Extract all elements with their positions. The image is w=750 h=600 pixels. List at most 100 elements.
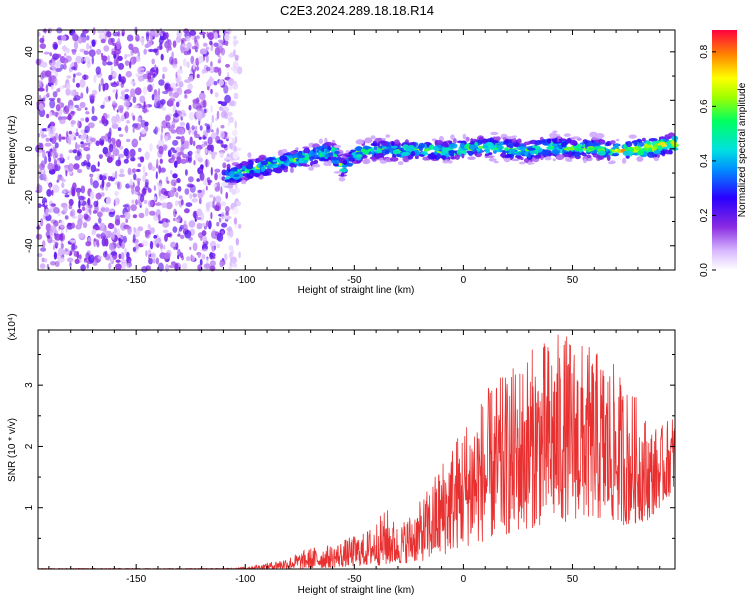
signal-blob: [318, 138, 323, 144]
noise-blob: [189, 193, 193, 200]
signal-blob: [460, 151, 466, 154]
noise-blob: [80, 134, 86, 141]
signal-blob: [607, 161, 615, 165]
signal-blob: [495, 136, 501, 141]
noise-blob: [95, 192, 102, 200]
noise-blob: [54, 233, 62, 241]
noise-blob: [52, 111, 59, 116]
signal-blob: [385, 134, 391, 138]
noise-blob: [215, 117, 218, 121]
noise-blob: [196, 148, 201, 155]
signal-blob: [340, 172, 344, 177]
noise-blob: [143, 48, 147, 55]
noise-blob: [207, 32, 215, 41]
signal-blob: [226, 163, 231, 170]
noise-blob: [98, 33, 105, 40]
signal-blob: [595, 133, 605, 139]
noise-blob: [71, 222, 75, 229]
noise-blob: [179, 121, 186, 127]
signal-blob: [290, 167, 294, 174]
signal-blob: [489, 157, 494, 162]
signal-blob: [473, 150, 478, 156]
noise-blob: [74, 104, 80, 108]
noise-blob: [160, 133, 163, 141]
signal-blob: [324, 141, 333, 147]
noise-blob: [66, 47, 70, 54]
signal-blob: [454, 153, 460, 160]
noise-blob: [68, 67, 71, 73]
noise-blob: [159, 36, 165, 40]
signal-blob: [635, 147, 642, 150]
noise-blob: [115, 159, 122, 167]
noise-blob: [43, 51, 50, 55]
noise-blob: [85, 207, 89, 215]
noise-blob: [196, 66, 200, 71]
noise-blob: [55, 104, 61, 112]
signal-blob: [298, 154, 306, 159]
noise-blob: [72, 215, 77, 220]
signal-blob: [581, 152, 587, 157]
noise-blob: [141, 266, 148, 273]
noise-blob: [232, 129, 238, 136]
signal-blob: [606, 154, 611, 161]
noise-blob: [147, 249, 152, 255]
signal-blob: [298, 158, 304, 164]
noise-blob: [184, 229, 192, 239]
signal-blob: [623, 143, 627, 149]
noise-blob: [164, 83, 169, 90]
noise-blob: [114, 45, 117, 51]
noise-blob: [123, 212, 131, 220]
noise-blob: [45, 137, 50, 142]
noise-blob: [91, 115, 98, 122]
noise-blob: [78, 195, 85, 201]
noise-blob: [49, 225, 57, 234]
noise-blob: [144, 179, 149, 187]
noise-blob: [165, 121, 171, 129]
noise-blob: [77, 214, 84, 220]
signal-blob: [513, 143, 520, 148]
noise-blob: [181, 255, 184, 261]
noise-blob: [101, 237, 107, 247]
noise-blob: [197, 56, 204, 64]
noise-blob: [83, 56, 91, 63]
noise-blob: [156, 45, 163, 51]
noise-blob: [113, 71, 117, 77]
noise-blob: [87, 199, 90, 205]
noise-blob: [112, 100, 116, 106]
noise-blob: [132, 214, 138, 219]
noise-blob: [236, 147, 242, 152]
signal-blob: [333, 144, 342, 149]
noise-blob: [91, 39, 96, 47]
noise-blob: [107, 114, 110, 119]
signal-blob: [574, 146, 582, 152]
noise-blob: [161, 202, 167, 209]
noise-blob: [104, 84, 107, 90]
noise-blob: [214, 172, 218, 181]
signal-blob: [279, 155, 288, 162]
noise-blob: [86, 86, 89, 94]
noise-blob: [100, 78, 104, 87]
signal-blob: [384, 150, 390, 155]
signal-blob: [374, 137, 381, 142]
signal-blob: [285, 162, 291, 167]
noise-blob: [238, 251, 241, 259]
noise-blob: [111, 115, 117, 125]
noise-blob: [45, 208, 50, 217]
noise-blob: [176, 87, 183, 96]
noise-blob: [118, 73, 122, 82]
noise-blob: [184, 169, 188, 176]
noise-blob: [83, 50, 90, 55]
noise-blob: [185, 202, 193, 208]
signal-blob: [564, 157, 571, 162]
noise-blob: [105, 119, 109, 125]
noise-blob: [75, 82, 81, 88]
noise-blob: [101, 52, 104, 58]
noise-blob: [175, 101, 180, 108]
signal-blob: [440, 155, 447, 159]
noise-blob: [216, 139, 224, 144]
noise-blob: [126, 120, 130, 124]
noise-blob: [126, 34, 134, 42]
spectrogram-y-ticks: -40 -20 0 20 40: [24, 46, 675, 271]
noise-blob: [209, 260, 216, 267]
noise-blob: [206, 201, 213, 208]
